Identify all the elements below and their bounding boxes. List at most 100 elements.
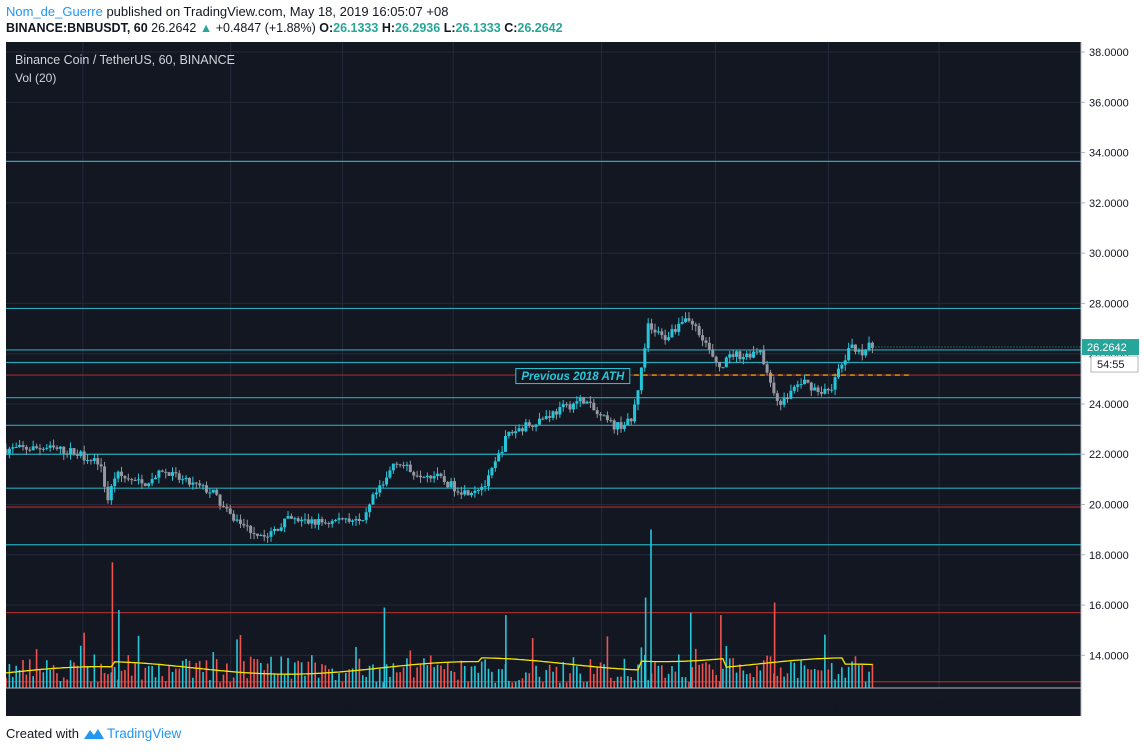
candle-body <box>167 472 171 476</box>
candle-body <box>687 318 691 321</box>
volume-bar <box>739 664 741 688</box>
volume-bar <box>633 680 636 688</box>
volume-bar <box>147 666 150 688</box>
symbol-info: BINANCE:BNBUSDT, 60 26.2642 ▲ +0.4847 (+… <box>6 21 563 35</box>
open-label: O: <box>319 21 334 35</box>
volume-bar <box>385 664 388 688</box>
candle-body <box>503 436 507 452</box>
volume-bar <box>463 665 466 688</box>
x-tick-label: 17 <box>709 700 721 712</box>
candle-body <box>718 361 722 368</box>
candle-body <box>395 463 399 465</box>
volume-bar <box>266 663 269 688</box>
volume-bar <box>521 678 524 688</box>
volume-bar <box>100 663 102 688</box>
candle-body <box>582 397 586 404</box>
candle-body <box>843 360 847 365</box>
volume-bar <box>392 663 395 688</box>
author-link[interactable]: Nom_de_Guerre <box>6 4 103 19</box>
candle-body <box>578 397 582 402</box>
ath-label-text: Previous 2018 ATH <box>521 371 625 383</box>
volume-bar <box>175 668 177 688</box>
candle-body <box>752 351 756 358</box>
candle-body <box>130 479 134 481</box>
candle-body <box>113 478 117 487</box>
volume-bar <box>331 668 333 688</box>
volume-bar <box>864 681 867 688</box>
candle-body <box>826 388 830 391</box>
candle-body <box>24 446 28 450</box>
candle-body <box>313 519 317 525</box>
volume-bar <box>205 660 208 688</box>
candle-body <box>816 387 820 393</box>
x-tick-label: 13 <box>447 700 459 712</box>
candle-body <box>707 342 711 350</box>
price-chart[interactable]: Previous 2018 ATH 38.000036.000034.00003… <box>6 42 1140 716</box>
candle-body <box>585 401 589 404</box>
candle-body <box>354 518 358 521</box>
candle-body <box>361 520 365 522</box>
volume-bar <box>718 681 721 688</box>
volume-bar <box>412 677 415 688</box>
candle-body <box>867 342 871 351</box>
candle-body <box>446 481 450 488</box>
volume-bar <box>433 667 435 688</box>
volume-bar <box>222 674 225 688</box>
volume-bar <box>528 673 531 688</box>
candle-body <box>133 480 137 482</box>
candle-body <box>500 451 504 454</box>
candle-body <box>327 523 331 525</box>
x-tick-label: 12:00 <box>329 700 357 712</box>
candle-body <box>663 335 667 341</box>
candle-body <box>551 411 555 418</box>
candle-body <box>595 410 599 415</box>
volume-bar <box>355 646 357 688</box>
candle-body <box>79 451 83 456</box>
candle-body <box>541 418 545 420</box>
candle-body <box>429 475 433 479</box>
candle-body <box>847 348 851 361</box>
candle-body <box>819 392 823 394</box>
volume-bar <box>151 666 153 688</box>
candle-body <box>864 350 868 356</box>
candle-body <box>242 523 246 526</box>
volume-bar <box>450 670 452 688</box>
price-axis-background[interactable] <box>1081 42 1140 716</box>
volume-bar <box>643 655 646 688</box>
volume-bar <box>49 669 51 688</box>
candle-body <box>140 479 144 484</box>
candle-body <box>238 519 242 524</box>
candle-body <box>735 351 739 357</box>
volume-bar <box>525 672 527 688</box>
candle-body <box>486 475 490 487</box>
candle-body <box>714 356 718 362</box>
candle-body <box>191 482 195 485</box>
volume-bar <box>474 665 476 688</box>
candle-body <box>548 416 552 418</box>
volume-bar <box>294 662 296 688</box>
volume-bar <box>745 674 748 688</box>
volume-bar <box>141 679 143 688</box>
volume-bar <box>664 677 666 688</box>
volume-bar <box>327 669 330 688</box>
volume-bar <box>419 663 422 688</box>
volume-bar <box>446 661 449 688</box>
volume-bar <box>365 676 367 688</box>
y-tick-label: 18.0000 <box>1089 550 1129 562</box>
volume-bar <box>8 663 11 688</box>
volume-bar <box>606 636 609 688</box>
volume-bar <box>579 673 582 688</box>
volume-bar <box>847 666 850 688</box>
volume-bar <box>124 669 126 688</box>
volume-bar <box>239 635 242 688</box>
tradingview-logo[interactable]: TradingView <box>83 726 181 741</box>
candle-body <box>507 431 511 437</box>
chart-title: Binance Coin / TetherUS, 60, BINANCE <box>15 53 235 67</box>
x-tick-label: 15 <box>595 700 607 712</box>
volume-bar <box>769 656 772 688</box>
candle-body <box>470 492 474 496</box>
candle-body <box>306 519 310 524</box>
candle-body <box>684 318 688 323</box>
y-tick-label: 24.0000 <box>1089 399 1129 411</box>
volume-bar <box>341 681 344 688</box>
